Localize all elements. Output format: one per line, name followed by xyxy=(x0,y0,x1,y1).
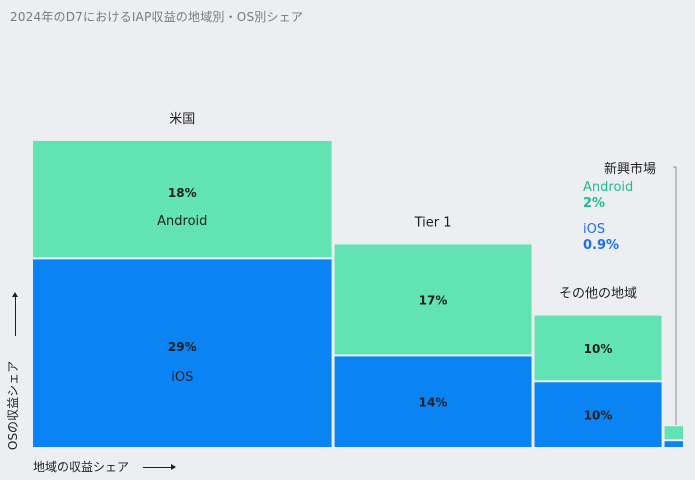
emerging-ios-label: iOS xyxy=(583,222,606,237)
x-axis-label-wrap: 地域の収益シェア xyxy=(33,458,176,475)
android-value-2: 10% xyxy=(584,342,613,356)
region-label-2: その他の地域 xyxy=(559,287,637,302)
bar-ios-2 xyxy=(534,382,662,447)
android-value-1: 17% xyxy=(419,293,448,307)
y-axis-arrow xyxy=(12,292,18,336)
bar-android-1 xyxy=(334,244,532,355)
bar-android-3 xyxy=(664,426,683,440)
ios-value-0: 29% xyxy=(168,340,197,354)
x-axis-arrow xyxy=(142,464,176,470)
emerging-ios-value: 0.9% xyxy=(583,238,620,253)
bar-ios-3 xyxy=(664,441,683,447)
bar-android-2 xyxy=(534,315,662,381)
android-value-0: 18% xyxy=(168,186,197,200)
y-axis-label: OSの収益シェア xyxy=(6,360,20,450)
bar-android-0 xyxy=(33,140,332,258)
android-os-label-0: Android xyxy=(157,214,207,229)
emerging-android-label: Android xyxy=(583,180,634,195)
bar-ios-0 xyxy=(33,259,332,447)
ios-value-1: 14% xyxy=(419,396,448,410)
region-label-0: 米国 xyxy=(169,112,195,127)
ios-value-2: 10% xyxy=(584,409,613,423)
region-label-1: Tier 1 xyxy=(414,215,452,230)
emerging-region-label: 新興市場 xyxy=(604,162,657,177)
emerging-android-value: 2% xyxy=(583,196,606,211)
x-axis-label: 地域の収益シェア xyxy=(33,460,130,474)
ios-os-label-0: iOS xyxy=(171,370,193,385)
bar-ios-1 xyxy=(334,356,532,447)
chart-title: 2024年のD7におけるIAP収益の地域別・OS別シェア xyxy=(10,10,304,24)
